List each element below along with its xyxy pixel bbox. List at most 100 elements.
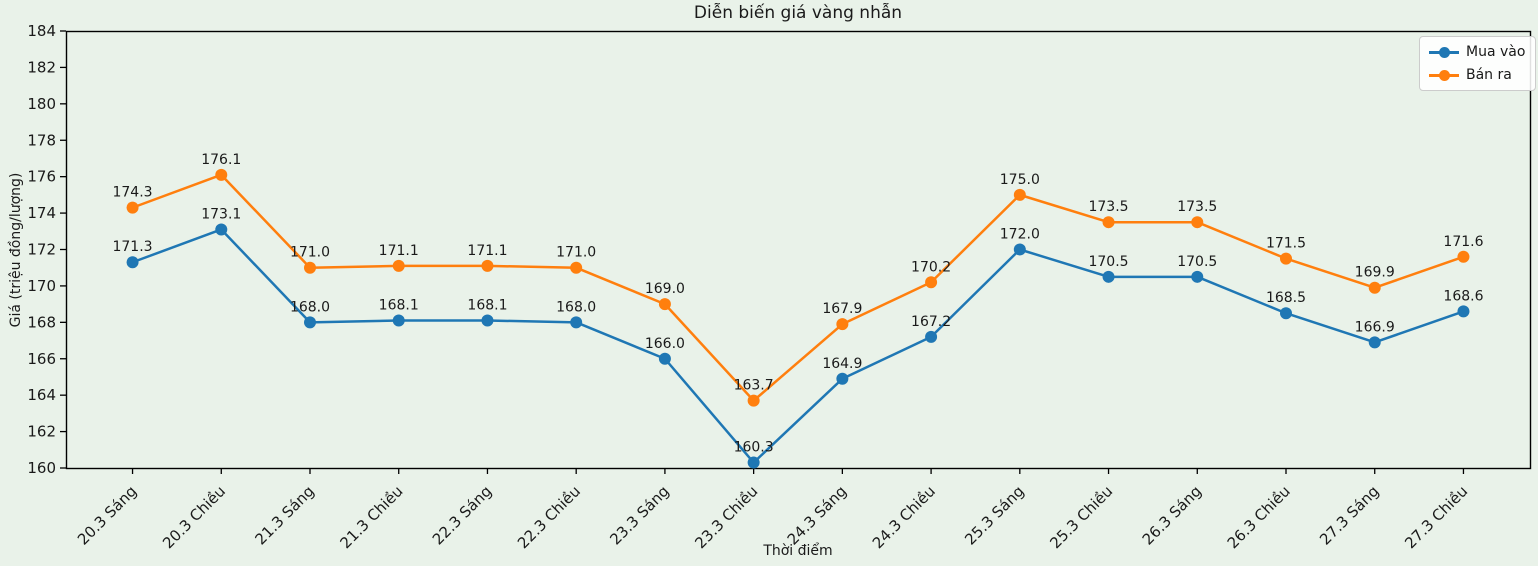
series-line [131, 228, 1465, 464]
x-tick-label: 24.3 Chiều [869, 482, 939, 552]
legend-swatch-mua-vao-icon [1429, 46, 1459, 58]
y-tick-label: 170 [27, 277, 56, 295]
data-point-marker [1280, 252, 1292, 265]
legend-label-mua-vao: Mua vào [1466, 44, 1526, 60]
data-point-marker [658, 352, 671, 365]
x-tick-label: 26.3 Chiều [1224, 482, 1294, 552]
data-point-marker [836, 372, 849, 385]
value-label: 166.9 [1355, 319, 1395, 335]
value-label: 173.1 [201, 206, 241, 222]
plot-border [65, 30, 1532, 470]
value-label: 171.6 [1443, 234, 1483, 250]
data-point-marker [570, 261, 583, 274]
data-point-marker [1457, 305, 1470, 318]
data-point-marker [392, 259, 405, 272]
series-line [131, 173, 1465, 402]
data-point-marker [1013, 243, 1026, 256]
data-point-marker [1191, 270, 1204, 283]
value-label: 171.0 [556, 245, 596, 261]
legend-dot-icon [1439, 70, 1450, 81]
value-label: 171.5 [1266, 236, 1306, 252]
data-point-marker [1368, 281, 1381, 294]
value-label: 173.5 [1088, 199, 1128, 215]
legend-label-ban-ra: Bán ra [1466, 67, 1512, 83]
x-axis-label: Thời điểm [763, 543, 833, 559]
value-label: 170.2 [911, 259, 951, 275]
x-tick-label: 25.3 Chiều [1046, 482, 1116, 552]
x-tick-label: 22.3 Sáng [429, 482, 495, 548]
x-tick-label: 21.3 Chiều [337, 482, 407, 552]
x-tick-label: 20.3 Sáng [74, 482, 140, 548]
legend-swatch-ban-ra-icon [1429, 69, 1459, 81]
value-label: 174.3 [112, 185, 152, 201]
data-point-marker [836, 318, 849, 331]
data-point-marker [126, 256, 139, 269]
value-label: 168.0 [556, 299, 596, 315]
value-label: 176.1 [201, 152, 241, 168]
data-point-marker [1102, 270, 1115, 283]
data-point-marker [392, 314, 405, 327]
data-point-marker [215, 168, 228, 181]
value-label: 169.9 [1355, 265, 1395, 281]
legend-item-ban-ra: Bán ra [1429, 67, 1525, 83]
y-tick-label: 164 [27, 386, 56, 404]
y-tick-label: 184 [27, 22, 56, 40]
data-point-marker [658, 298, 671, 311]
data-point-marker [747, 456, 760, 469]
value-label: 168.5 [1266, 290, 1306, 306]
x-tick-label: 21.3 Sáng [251, 482, 317, 548]
value-label: 171.0 [290, 245, 330, 261]
value-label: 171.1 [467, 243, 507, 259]
legend: Mua vào Bán ra [1419, 36, 1537, 91]
value-label: 169.0 [645, 281, 685, 297]
value-label: 163.7 [734, 378, 774, 394]
y-tick-label: 166 [27, 350, 56, 368]
data-point-marker [304, 316, 316, 329]
data-point-marker [215, 223, 228, 236]
x-tick-label: 23.3 Sáng [606, 482, 672, 548]
value-label: 170.5 [1177, 254, 1217, 270]
data-point-marker [570, 316, 583, 329]
data-point-marker [126, 201, 139, 214]
value-label: 171.1 [379, 243, 419, 259]
value-label: 164.9 [822, 356, 862, 372]
value-label: 172.0 [1000, 227, 1040, 243]
data-point-marker [481, 314, 494, 327]
value-label: 175.0 [1000, 172, 1040, 188]
data-point-marker [925, 330, 938, 343]
data-point-marker [1368, 336, 1381, 349]
data-point-marker [1280, 307, 1292, 320]
data-point-marker [1457, 250, 1470, 263]
legend-dot-icon [1439, 47, 1450, 58]
data-point-marker [481, 259, 494, 272]
value-label: 168.0 [290, 299, 330, 315]
value-label: 160.3 [734, 440, 774, 456]
y-tick-label: 162 [27, 423, 56, 441]
value-label: 170.5 [1088, 254, 1128, 270]
y-tick-label: 168 [27, 313, 56, 331]
y-tick-label: 178 [27, 131, 56, 149]
x-tick-label: 27.3 Chiều [1401, 482, 1471, 552]
y-tick-label: 182 [27, 58, 56, 76]
x-tick-label: 23.3 Chiều [691, 482, 761, 552]
data-point-marker [1102, 216, 1115, 229]
value-label: 167.9 [822, 301, 862, 317]
x-tick-label: 24.3 Sáng [784, 482, 850, 548]
chart-title: Diễn biến giá vàng nhẫn [693, 3, 903, 23]
value-label: 168.1 [467, 298, 507, 314]
data-point-marker [925, 276, 938, 289]
value-label: 168.1 [379, 298, 419, 314]
y-tick-label: 172 [27, 241, 56, 259]
x-tick-label: 20.3 Chiều [159, 482, 229, 552]
data-point-marker [1191, 216, 1204, 229]
y-tick-label: 180 [27, 95, 56, 113]
y-tick-label: 176 [27, 168, 56, 186]
value-label: 173.5 [1177, 199, 1217, 215]
value-label: 166.0 [645, 336, 685, 352]
data-point-marker [747, 394, 760, 407]
value-label: 168.6 [1443, 288, 1483, 304]
x-tick-label: 25.3 Sáng [961, 482, 1027, 548]
y-tick-label: 174 [27, 204, 56, 222]
